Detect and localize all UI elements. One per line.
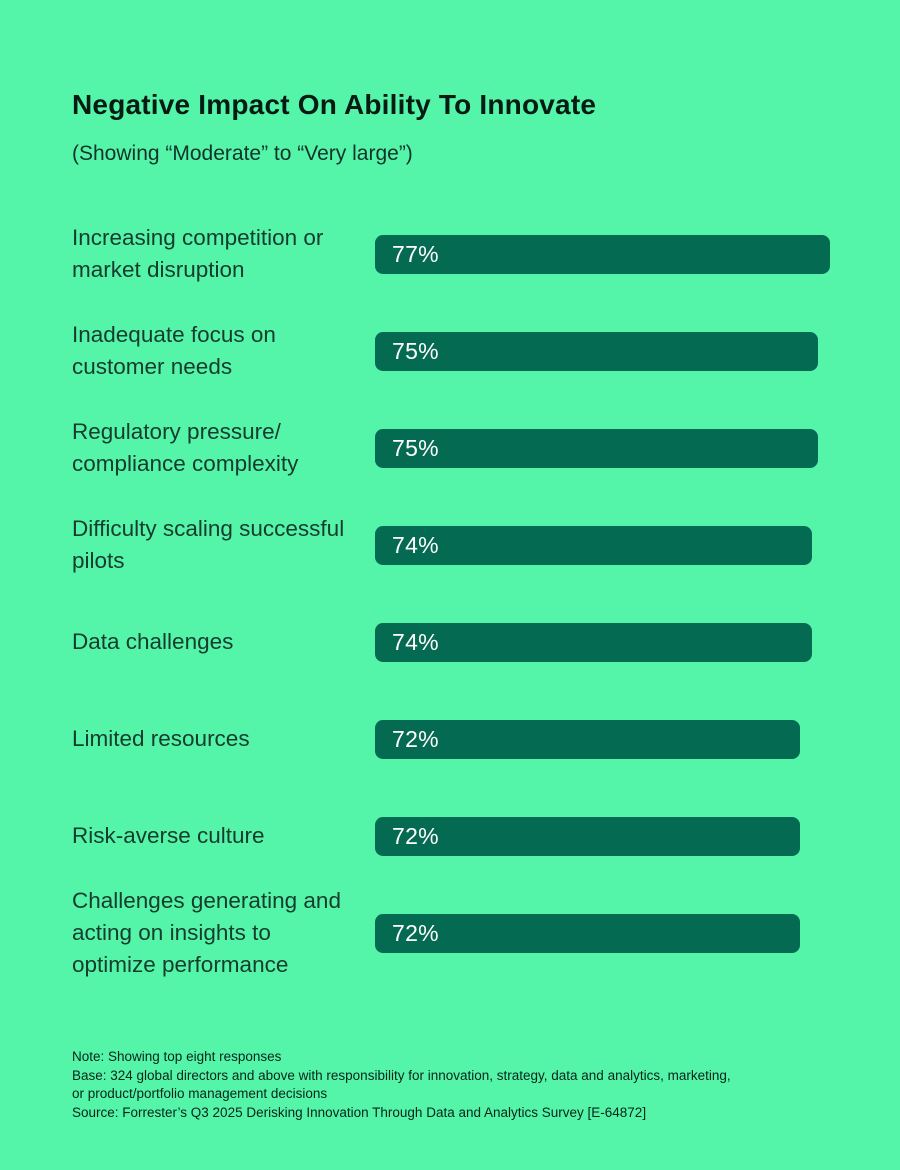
chart-row: Limited resources 72% <box>72 691 830 788</box>
bar: 72% <box>375 913 800 953</box>
bar: 74% <box>375 622 812 662</box>
category-label: Inadequate focus on customer needs <box>72 321 276 380</box>
bar-value-label: 75% <box>392 434 439 461</box>
bar-track: 74% <box>375 622 830 662</box>
chart-subtitle: (Showing “Moderate” to “Very large”) <box>72 141 413 165</box>
bar-value-label: 77% <box>392 240 439 267</box>
chart-title: Negative Impact On Ability To Innovate <box>72 89 597 120</box>
footnote-line: Note: Showing top eight responses <box>72 1049 282 1064</box>
bar-value-label: 72% <box>392 919 439 946</box>
bar-value-label: 74% <box>392 628 439 655</box>
bar-value-label: 75% <box>392 337 439 364</box>
bar-chart: Increasing competition or market disrupt… <box>72 206 830 982</box>
chart-row: Challenges generating and acting on insi… <box>72 885 830 982</box>
bar-track: 77% <box>375 234 830 274</box>
bar-track: 75% <box>375 331 830 371</box>
category-label: Limited resources <box>72 725 250 751</box>
bar: 72% <box>375 719 800 759</box>
category-label: Difficulty scaling successful pilots <box>72 515 345 574</box>
bar-track: 74% <box>375 525 830 565</box>
footnotes: Note: Showing top eight responses Base: 3… <box>72 1048 862 1123</box>
category-label: Risk-averse culture <box>72 822 265 848</box>
bar-value-label: 72% <box>392 822 439 849</box>
bar-track: 72% <box>375 719 830 759</box>
footnote-line: Base: 324 global directors and above wit… <box>72 1067 731 1083</box>
bar: 75% <box>375 331 818 371</box>
bar-value-label: 74% <box>392 531 439 558</box>
bar: 77% <box>375 234 830 274</box>
chart-row: Difficulty scaling successful pilots 74% <box>72 497 830 594</box>
bar-track: 72% <box>375 816 830 856</box>
bar: 75% <box>375 428 818 468</box>
chart-row: Risk-averse culture 72% <box>72 788 830 885</box>
chart-row: Regulatory pressure/ compliance complexi… <box>72 400 830 497</box>
footnote-line: or product/portfolio management decision… <box>72 1086 328 1102</box>
category-label: Increasing competition or market disrupt… <box>72 224 324 283</box>
bar-track: 75% <box>375 428 830 468</box>
bar: 72% <box>375 816 800 856</box>
bar-track: 72% <box>375 913 830 953</box>
category-label: Regulatory pressure/ compliance complexi… <box>72 418 299 477</box>
bar-value-label: 72% <box>392 725 439 752</box>
footnote-line: Source: Forrester’s Q3 2025 Derisking In… <box>72 1104 647 1120</box>
category-label: Data challenges <box>72 628 234 654</box>
chart-row: Data challenges 74% <box>72 594 830 691</box>
category-label: Challenges generating and acting on insi… <box>72 887 341 978</box>
chart-row: Increasing competition or market disrupt… <box>72 206 830 303</box>
chart-row: Inadequate focus on customer needs 75% <box>72 303 830 400</box>
bar: 74% <box>375 525 812 565</box>
